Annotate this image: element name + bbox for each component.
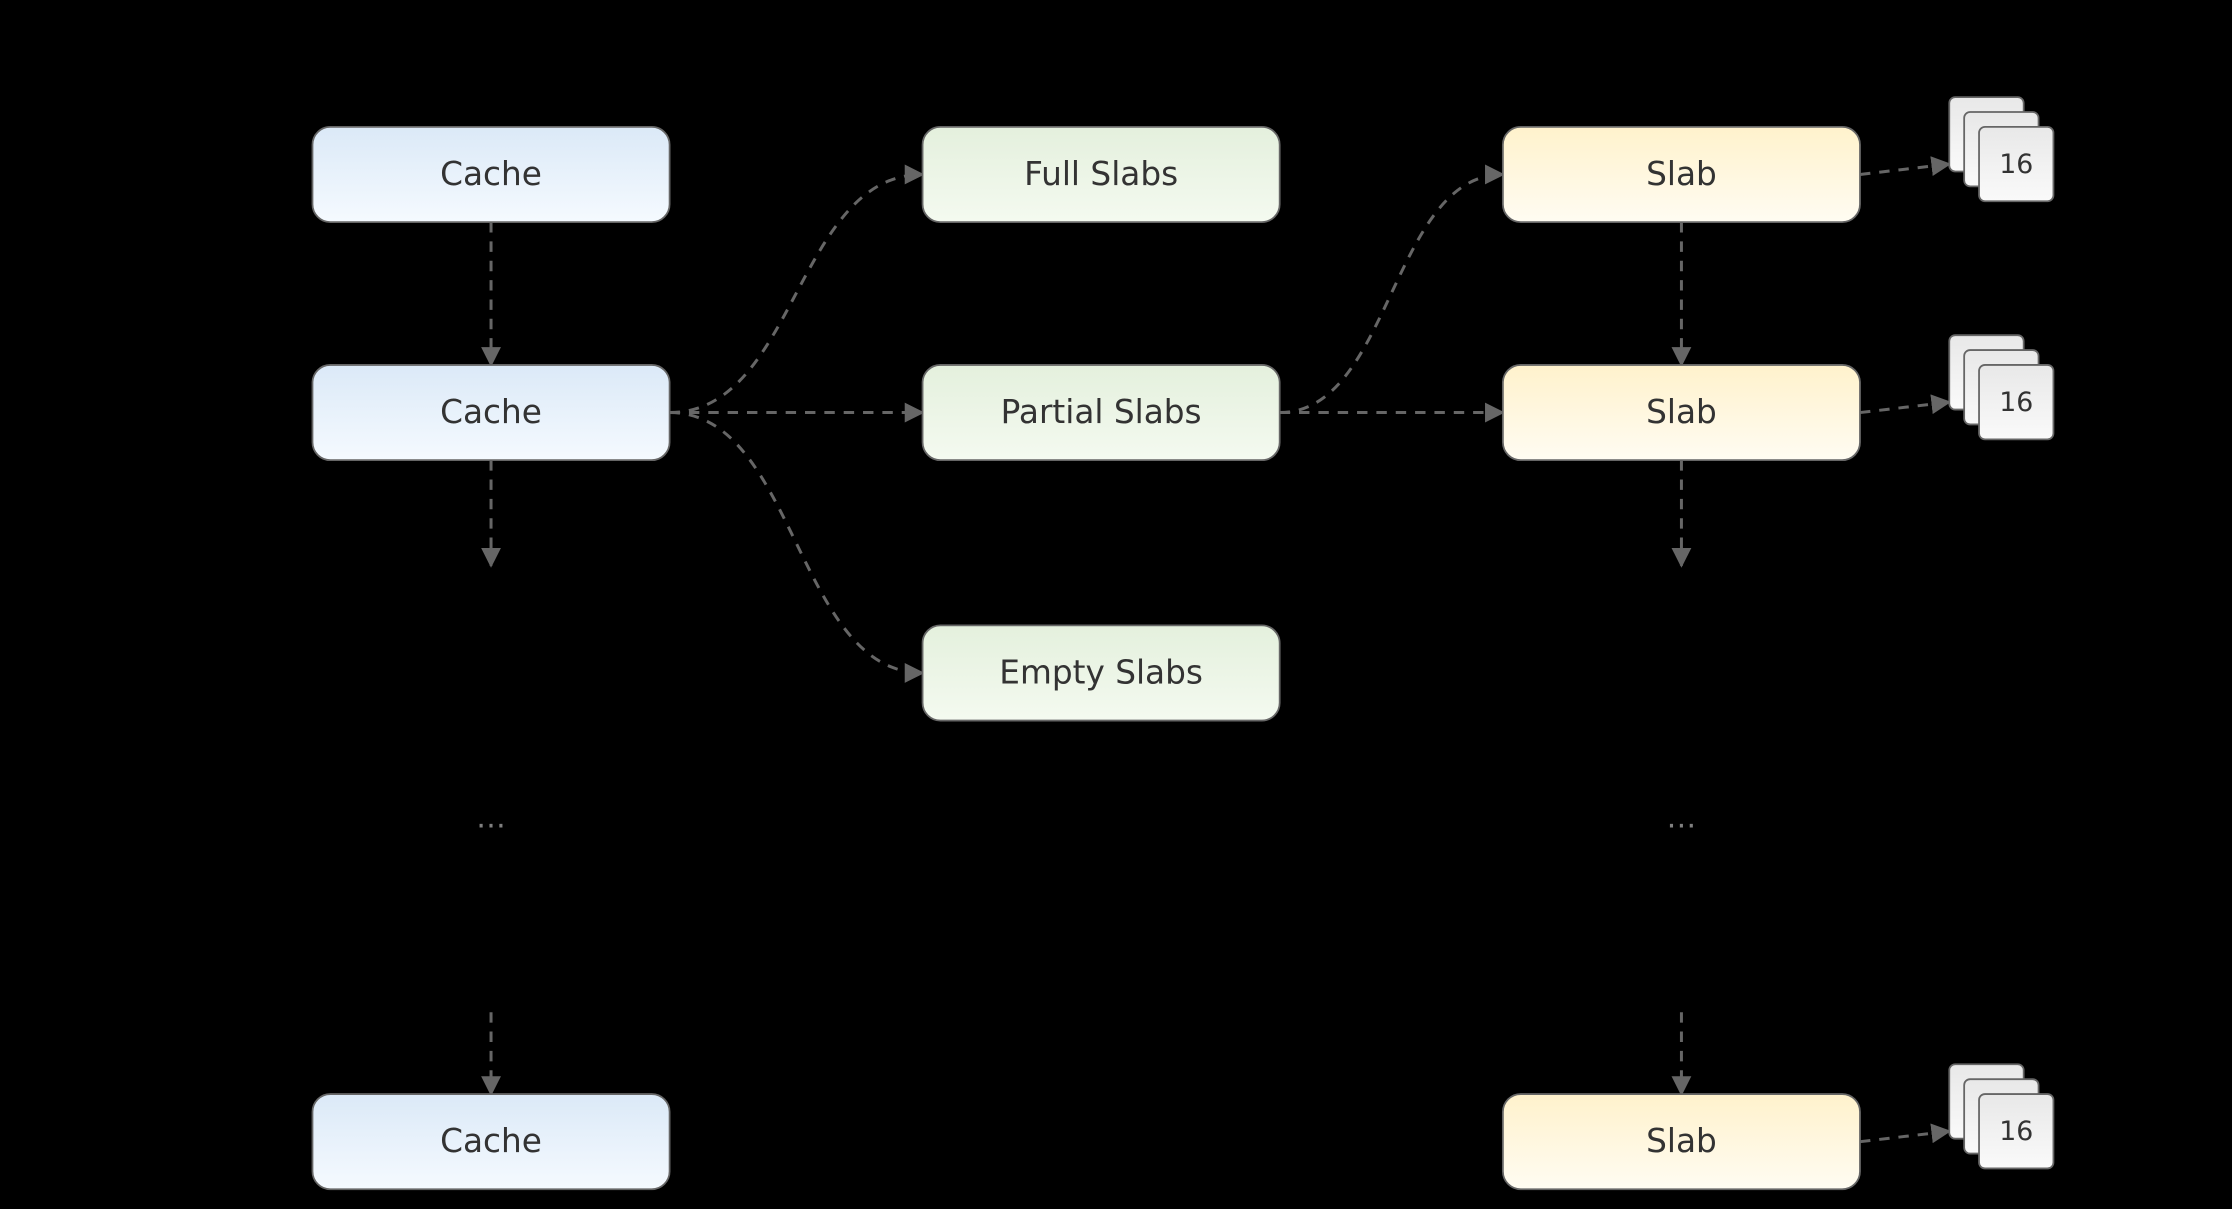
node-label-cache3: Cache <box>440 1122 542 1160</box>
node-cache1: Cache <box>312 127 669 222</box>
edge <box>1860 1131 1949 1141</box>
node-label-slab2: Slab <box>1646 393 1717 431</box>
node-cache2: Cache <box>312 365 669 460</box>
stack-stack2: 16 <box>1949 335 2053 439</box>
edge <box>1280 174 1503 412</box>
node-full: Full Slabs <box>923 127 1280 222</box>
edge <box>670 413 923 673</box>
node-slab2: Slab <box>1503 365 1860 460</box>
stack-label-stack3: 16 <box>1999 1116 2033 1147</box>
edge <box>670 174 923 412</box>
node-label-full: Full Slabs <box>1024 155 1178 193</box>
node-label-cache1: Cache <box>440 155 542 193</box>
stack-stack3: 16 <box>1949 1064 2053 1168</box>
node-cache3: Cache <box>312 1094 669 1189</box>
node-label-slab3: Slab <box>1646 1122 1717 1160</box>
node-label-partial: Partial Slabs <box>1001 393 1202 431</box>
node-label-empty: Empty Slabs <box>999 653 1203 691</box>
ellipsis-slab_dots: … <box>1667 800 1697 835</box>
nodes-layer: Cache Cache Cache Full Slabs Partial Slabs Em… <box>312 127 1860 1189</box>
stack-label-stack1: 16 <box>1999 149 2033 180</box>
slab-allocator-diagram: Cache Cache Cache Full Slabs Partial Slabs Em… <box>0 0 2232 1209</box>
node-partial: Partial Slabs <box>923 365 1280 460</box>
node-label-cache2: Cache <box>440 393 542 431</box>
ellipsis-cache_dots: … <box>476 800 506 835</box>
node-slab3: Slab <box>1503 1094 1860 1189</box>
edge <box>1860 164 1949 174</box>
node-slab1: Slab <box>1503 127 1860 222</box>
edge <box>1860 402 1949 412</box>
stack-label-stack2: 16 <box>1999 387 2033 418</box>
node-label-slab1: Slab <box>1646 155 1717 193</box>
stack-stack1: 16 <box>1949 97 2053 201</box>
node-empty: Empty Slabs <box>923 625 1280 720</box>
